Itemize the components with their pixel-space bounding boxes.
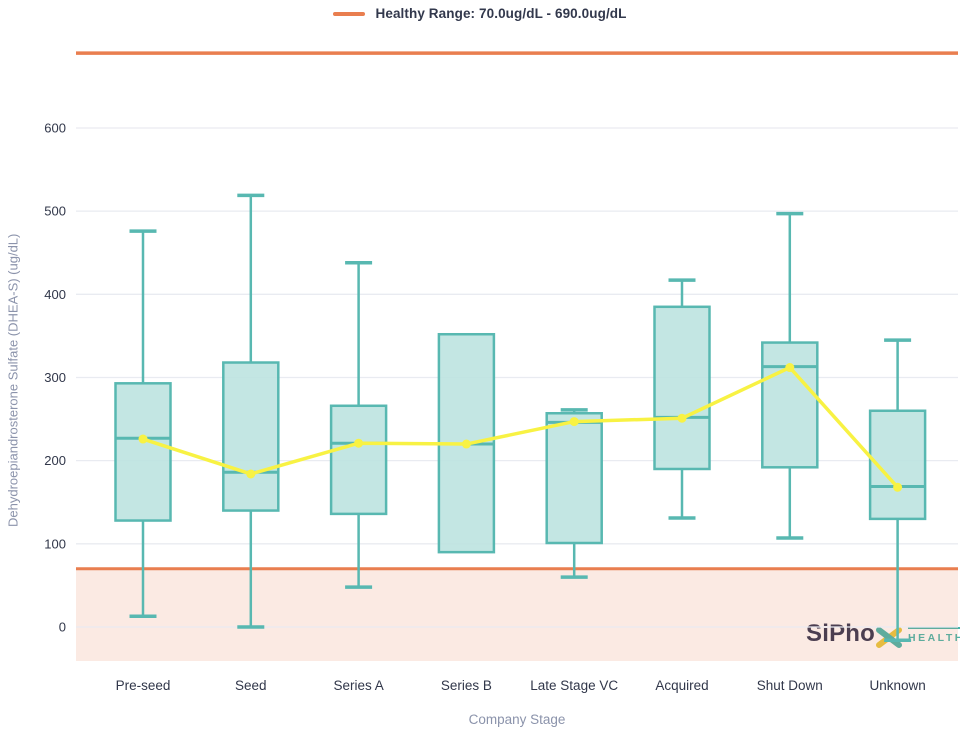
box-acquired — [653, 278, 711, 520]
mean-point — [785, 363, 795, 373]
logo-brand-text: SiPho — [806, 620, 875, 648]
x-tick-label: Late Stage VC — [530, 678, 618, 693]
siphox-health-logo: SiPho HEALTH — [806, 620, 960, 648]
box-iqr — [868, 409, 927, 521]
logo-health-text: HEALTH — [908, 627, 960, 644]
x-tick-label: Pre-seed — [116, 678, 171, 693]
healthy-range-label: Healthy Range: 70.0ug/dL - 690.0ug/dL — [375, 6, 627, 21]
mean-point — [461, 439, 471, 449]
below-healthy-range-shade — [76, 568, 958, 661]
x-tick-label: Seed — [235, 678, 267, 693]
y-tick-label: 400 — [44, 287, 66, 302]
mean-point — [893, 482, 903, 492]
mean-point — [246, 469, 256, 479]
box-seed — [222, 193, 280, 629]
x-tick-label: Series A — [333, 678, 383, 693]
mean-point — [354, 438, 364, 448]
x-tick-label: Series B — [441, 678, 492, 693]
box-iqr — [222, 361, 280, 512]
y-tick-label: 0 — [59, 620, 66, 635]
mean-point — [138, 434, 148, 444]
box-iqr — [653, 305, 711, 471]
box-iqr — [545, 412, 603, 545]
y-tick-label: 200 — [44, 453, 66, 468]
y-tick-label: 300 — [44, 370, 66, 385]
x-tick-label: Shut Down — [757, 678, 823, 693]
y-tick-label: 600 — [44, 120, 66, 135]
mean-point — [569, 417, 579, 427]
y-tick-label: 500 — [44, 204, 66, 219]
y-tick-label: 100 — [44, 536, 66, 551]
box-series-a — [329, 260, 388, 589]
mean-trend-line — [142, 365, 899, 489]
box-unknown — [868, 338, 927, 643]
x-axis-title: Company Stage — [468, 712, 566, 727]
mean-point — [677, 413, 687, 423]
box-iqr — [329, 404, 388, 516]
legend: Healthy Range: 70.0ug/dL - 690.0ug/dL — [0, 6, 960, 21]
x-tick-label: Unknown — [869, 678, 925, 693]
box-pre-seed — [114, 229, 172, 618]
x-tick-label: Acquired — [655, 678, 708, 693]
box-iqr — [114, 382, 172, 522]
healthy-range-line-swatch — [333, 11, 366, 16]
box-late-stage-vc — [545, 408, 603, 579]
box-iqr — [761, 341, 819, 469]
